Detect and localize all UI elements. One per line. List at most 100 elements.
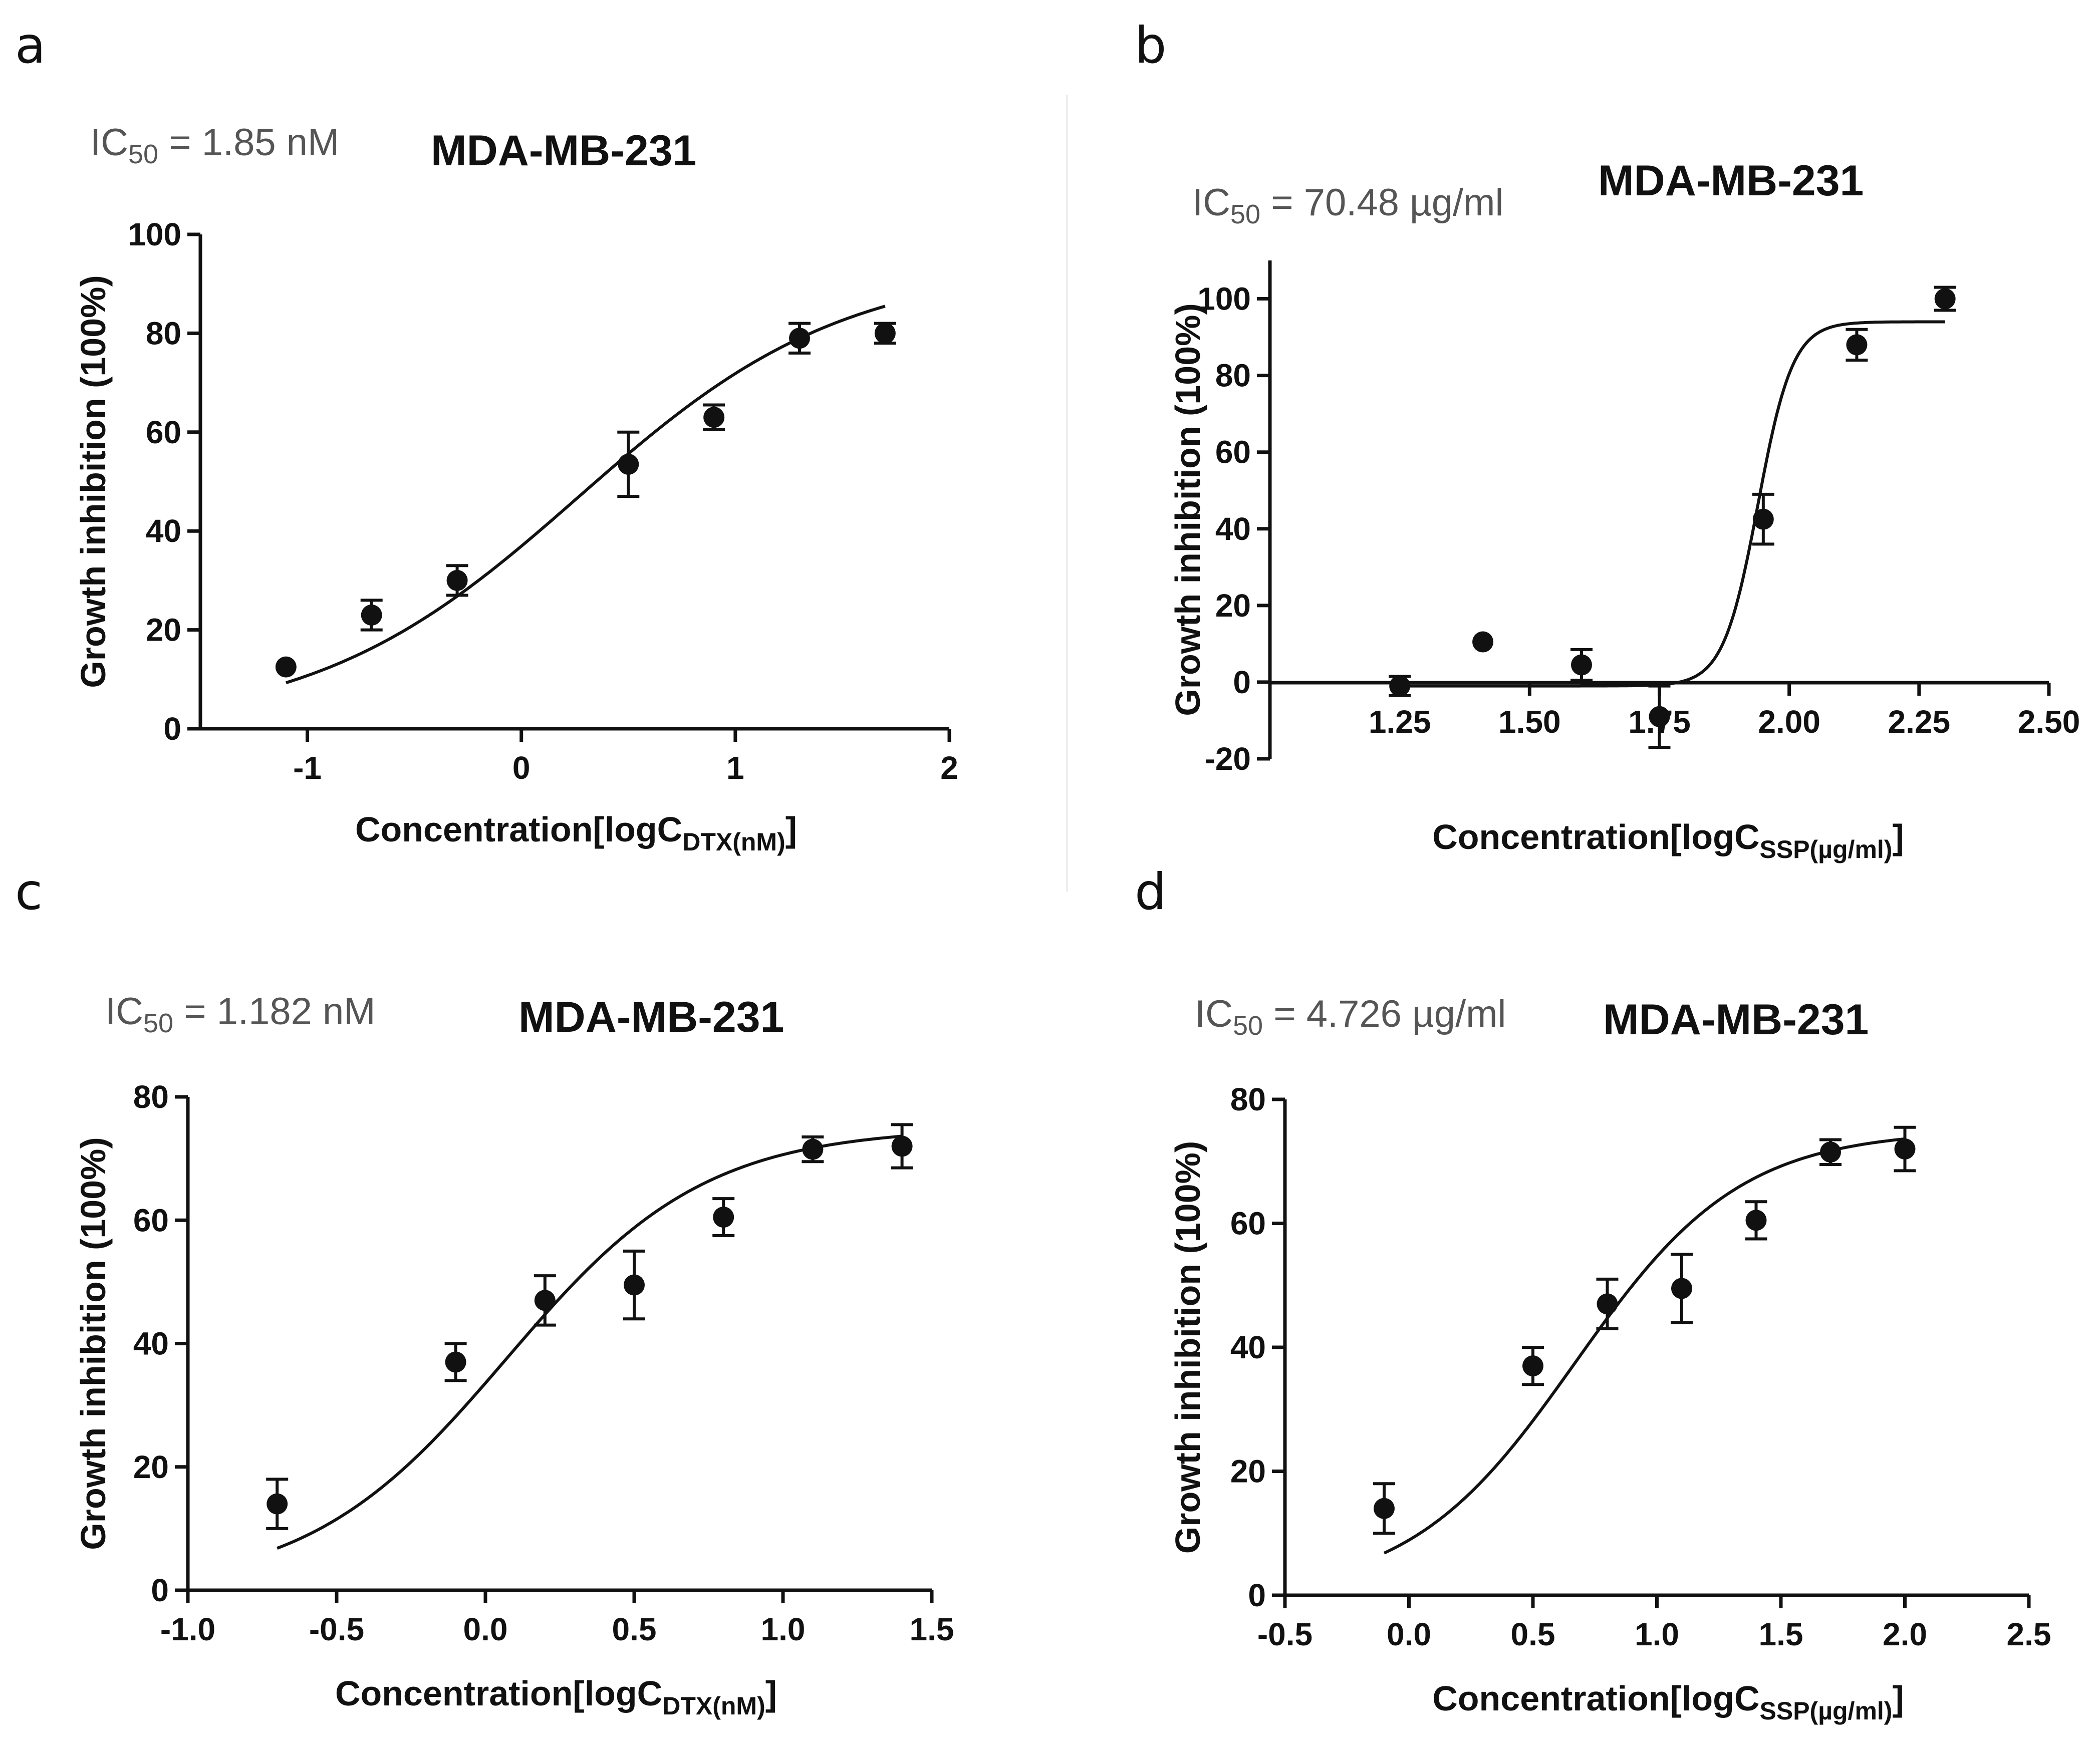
y-axis-label: Growth inhibition (100%) [74,275,113,688]
x-tick-label: -0.5 [309,1611,364,1647]
data-point [1934,288,1956,310]
ic50-prefix: IC [90,121,128,164]
y-tick-label: 40 [1215,511,1251,547]
data-point [1597,1293,1618,1315]
x-tick-label: 2.00 [1758,704,1820,740]
ic50-subscript: 50 [1230,199,1260,229]
ic50-subscript: 50 [1233,1011,1263,1041]
data-point [1522,1355,1543,1377]
x-axis-label-end: ] [1892,1679,1904,1718]
x-axis-label: Concentration[logCDTX(nM)] [355,810,797,856]
data-point [713,1207,734,1228]
panel-letter: c [15,862,43,921]
ic50-prefix: IC [1195,993,1233,1035]
x-axis-label-end: ] [785,810,797,849]
x-tick-label: -1 [293,750,322,786]
y-tick-label: 100 [1197,281,1251,317]
x-tick-label: 0.5 [1511,1616,1555,1652]
y-tick-label: 40 [133,1326,169,1362]
data-point [446,569,468,591]
x-tick-label: 2.5 [2007,1616,2051,1652]
y-axis-label: Growth inhibition (100%) [1168,303,1207,716]
y-tick-label: 0 [1248,1577,1266,1613]
y-tick-label: 80 [133,1079,169,1115]
x-tick-label: 1 [726,750,744,786]
ic50-value: = 1.85 nM [158,121,339,164]
ic50-subscript: 50 [143,1008,173,1038]
ic50-annotation: IC50 = 70.48 µg/ml [1192,181,1503,229]
y-tick-label: 20 [133,1449,169,1485]
x-tick-label: 2.0 [1883,1616,1927,1652]
chart-panel-d: d IC50 = 4.726 µg/ml MDA-MB-231 0 20 40 60 80 -0… [1135,862,2051,1725]
x-axis-label-subscript: DTX(nM) [682,828,785,856]
x-axis-label-main: Concentration[logC [355,810,682,849]
ic50-annotation: IC50 = 1.85 nM [90,121,339,169]
x-axis-label-subscript: DTX(nM) [662,1692,765,1720]
data-point [618,453,639,475]
data-point [1649,706,1670,727]
data-point [361,604,382,626]
x-tick-label: 1.0 [1635,1616,1679,1652]
data-point [1571,654,1592,676]
y-tick-label: 0 [1233,664,1251,700]
x-tick-label: 1.25 [1369,704,1431,740]
data-point [1820,1141,1841,1163]
x-tick-label: -0.5 [1257,1616,1312,1652]
panel-letter: a [15,16,46,75]
x-tick-label: 2.25 [1888,704,1951,740]
x-axis-label: Concentration[logCSSP(µg/ml)] [1432,1679,1904,1725]
y-tick-label: -20 [1205,741,1251,777]
ic50-annotation: IC50 = 4.726 µg/ml [1195,993,1506,1041]
data-point [1745,1210,1767,1231]
y-tick-label: 0 [163,711,181,747]
y-tick-label: 60 [1230,1206,1266,1242]
x-tick-label: 1.5 [910,1611,954,1647]
y-axis-label: Growth inhibition (100%) [74,1137,113,1550]
y-tick-label: 20 [1230,1454,1266,1490]
data-point [1389,675,1411,697]
panel-letter: b [1135,16,1166,75]
y-axis-label: Growth inhibition (100%) [1168,1141,1207,1554]
data-point [275,656,297,678]
fit-curve [1383,1137,1905,1555]
x-tick-label: 0.5 [612,1611,657,1647]
x-axis-label: Concentration[logCDTX(nM)] [335,1674,777,1720]
x-tick-label: -1.0 [160,1611,215,1647]
x-tick-label: 0.0 [1387,1616,1431,1652]
ic50-value: = 1.182 nM [173,990,376,1033]
data-point [891,1135,913,1157]
x-axis-label-main: Concentration[logC [1432,817,1759,856]
chart-title: MDA-MB-231 [1603,996,1869,1044]
fit-curve [286,305,886,684]
y-tick-label: 20 [146,612,181,648]
x-axis-label-subscript: SSP(µg/ml) [1760,835,1893,863]
x-tick-label: 2.50 [2018,704,2080,740]
y-tick-label: 60 [133,1202,169,1238]
fit-curve [1400,320,1945,688]
panel-letter: d [1135,862,1166,921]
data-point [534,1290,556,1311]
ic50-value: = 70.48 µg/ml [1260,181,1503,224]
data-point [267,1493,288,1515]
x-axis-label-end: ] [1892,817,1904,856]
data-point [802,1138,824,1160]
x-tick-label: 2 [940,750,958,786]
x-axis-label-subscript: SSP(µg/ml) [1760,1697,1893,1725]
x-tick-label: 1.0 [761,1611,806,1647]
x-tick-label: 1.50 [1498,704,1561,740]
y-tick-label: 0 [151,1572,169,1608]
chart-title: MDA-MB-231 [431,127,696,175]
y-tick-label: 60 [1215,434,1251,470]
y-tick-label: 80 [1230,1081,1266,1117]
data-point [1472,631,1494,653]
data-point [874,323,896,344]
x-axis-label-end: ] [765,1674,777,1713]
chart-title: MDA-MB-231 [518,993,784,1041]
fit-curve [277,1134,902,1550]
ic50-prefix: IC [1192,181,1230,224]
data-point [703,407,725,428]
data-point [624,1274,645,1296]
y-tick-label: 80 [146,315,181,351]
data-point [789,328,810,349]
